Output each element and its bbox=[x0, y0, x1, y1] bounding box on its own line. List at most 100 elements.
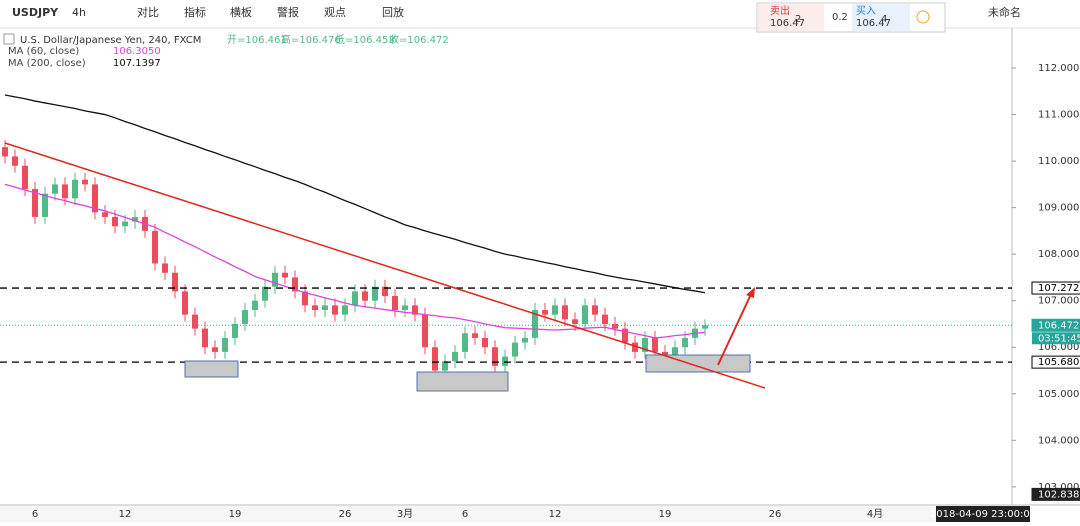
price-label-bg bbox=[1031, 318, 1080, 332]
y-tick-label: 104.000 bbox=[1038, 435, 1079, 446]
candle-body bbox=[132, 216, 138, 222]
candle-body bbox=[162, 263, 168, 273]
x-tick-label: 12 bbox=[119, 509, 132, 520]
price-label: 102.838 bbox=[1038, 489, 1079, 500]
candle-body bbox=[382, 286, 388, 297]
candle-body bbox=[662, 351, 668, 357]
ma-value: 106.3050 bbox=[113, 46, 161, 57]
toolbar-button[interactable]: 指标 bbox=[184, 5, 206, 19]
candle-body bbox=[272, 272, 278, 287]
candle-body bbox=[702, 325, 708, 329]
ohlc-value: 高=106.476 bbox=[281, 33, 341, 46]
candle-body bbox=[182, 291, 188, 315]
price-label: 106.472 bbox=[1038, 320, 1079, 331]
y-tick-label: 105.000 bbox=[1038, 389, 1079, 400]
timestamp: 2018-04-09 23:00:00 bbox=[930, 509, 1036, 520]
sell-price: 106.47 bbox=[770, 18, 805, 29]
y-tick-label: 107.000 bbox=[1038, 296, 1079, 307]
layout-name[interactable]: 未命名 bbox=[988, 5, 1021, 19]
moving-average bbox=[4, 183, 706, 339]
candle-body bbox=[362, 291, 368, 301]
candle-body bbox=[102, 212, 108, 217]
buy-price: 106.47 bbox=[856, 18, 891, 29]
candle-body bbox=[442, 361, 448, 371]
y-tick-label: 110.000 bbox=[1038, 156, 1079, 167]
x-tick-label: 26 bbox=[769, 509, 782, 520]
candle-body bbox=[642, 337, 648, 352]
toolbar-button[interactable]: 横板 bbox=[230, 5, 252, 19]
toolbar-button[interactable]: 观点 bbox=[324, 6, 346, 19]
sell-button[interactable] bbox=[758, 4, 824, 31]
ohlc-value: 开=106.461 bbox=[227, 35, 287, 46]
plot bbox=[0, 94, 1012, 378]
y-tick-label: 112.000 bbox=[1038, 63, 1079, 74]
candle-body bbox=[282, 272, 288, 278]
candle-body bbox=[612, 323, 618, 329]
support-box[interactable] bbox=[416, 371, 509, 392]
chart-title: U.S. Dollar/Japanese Yen, 240, FXCM bbox=[20, 35, 201, 46]
support-box[interactable] bbox=[184, 360, 239, 378]
candle-body bbox=[292, 277, 298, 292]
support-box[interactable] bbox=[645, 354, 751, 373]
candle-body bbox=[322, 305, 328, 311]
candle-body bbox=[422, 314, 428, 348]
collapse-icon[interactable] bbox=[3, 33, 15, 45]
candle-body bbox=[542, 310, 548, 315]
candle-body bbox=[432, 347, 438, 371]
buy-button[interactable] bbox=[852, 4, 910, 31]
x-tick-label: 26 bbox=[339, 509, 352, 520]
time-axis-bg bbox=[0, 506, 1012, 522]
y-tick-label: 103.000 bbox=[1038, 482, 1079, 493]
candle-body bbox=[392, 296, 398, 311]
info-icon[interactable] bbox=[916, 10, 930, 24]
timestamp-bg bbox=[936, 506, 1030, 522]
candle-body bbox=[32, 189, 38, 217]
x-tick-label: 4月 bbox=[867, 508, 883, 520]
candle-body bbox=[202, 328, 208, 348]
y-tick-label: 109.000 bbox=[1038, 203, 1079, 214]
candle-body bbox=[582, 305, 588, 324]
arrow[interactable] bbox=[717, 291, 753, 366]
candle-body bbox=[622, 328, 628, 343]
candle-body bbox=[352, 291, 358, 306]
candle-body bbox=[462, 333, 468, 352]
candle-body bbox=[572, 319, 578, 324]
candle-body bbox=[592, 305, 598, 315]
countdown-bg bbox=[1032, 332, 1080, 345]
ma-legend: MA (200, close) bbox=[8, 58, 86, 69]
candle-body bbox=[602, 314, 608, 324]
buy-label: 买入 bbox=[856, 5, 876, 17]
toolbar-button[interactable]: 对比 bbox=[137, 5, 159, 19]
candle-body bbox=[672, 347, 678, 357]
candle-body bbox=[312, 305, 318, 311]
y-tick-label: 111.000 bbox=[1038, 110, 1079, 121]
candle-body bbox=[502, 356, 508, 366]
candle-body bbox=[342, 305, 348, 315]
arrow-head bbox=[746, 287, 755, 298]
ohlc-value: 收=106.472 bbox=[389, 33, 449, 46]
toolbar-button[interactable]: 警报 bbox=[277, 5, 299, 19]
price-label: 107.272 bbox=[1038, 283, 1079, 294]
candle-body bbox=[72, 179, 78, 199]
symbol[interactable]: USDJPY bbox=[12, 6, 59, 19]
interval[interactable]: 4h bbox=[72, 6, 86, 19]
candle-body bbox=[512, 342, 518, 357]
candle-body bbox=[2, 147, 8, 157]
price-label-bg bbox=[1031, 281, 1080, 295]
price-label-bg bbox=[1031, 487, 1080, 501]
candle-body bbox=[252, 300, 258, 311]
candle-body bbox=[402, 305, 408, 311]
candle-body bbox=[62, 184, 68, 199]
candle-body bbox=[112, 216, 118, 227]
candle-body bbox=[22, 165, 28, 190]
candle-body bbox=[12, 156, 18, 166]
trend-line[interactable] bbox=[4, 142, 766, 389]
toolbar-button[interactable]: 回放 bbox=[382, 5, 404, 19]
candle-body bbox=[262, 286, 268, 301]
candle-body bbox=[632, 342, 638, 352]
candle-body bbox=[242, 310, 248, 324]
candle-body bbox=[372, 286, 378, 301]
candle-body bbox=[232, 323, 238, 338]
buy-pip: 4 bbox=[881, 14, 887, 25]
